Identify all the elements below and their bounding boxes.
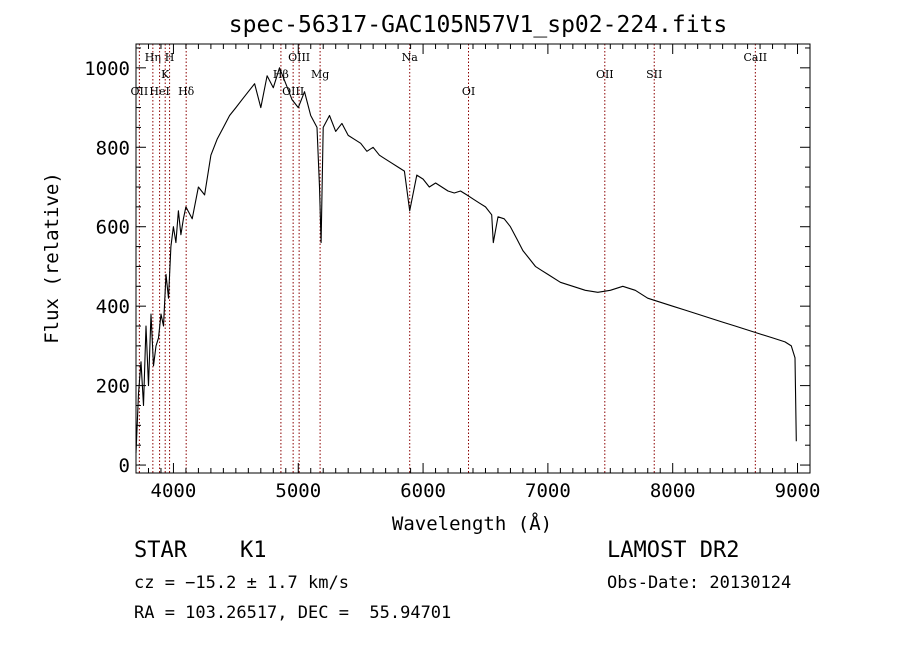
line-label-11: OI — [462, 85, 475, 98]
object-subclass: K1 — [240, 538, 267, 563]
velocity-readout: cz = −15.2 ± 1.7 km/s — [134, 573, 349, 593]
y-tick-label-200: 200 — [96, 376, 130, 398]
y-tick-label-400: 400 — [96, 296, 130, 318]
line-label-13: SII — [646, 68, 662, 81]
survey-name: LAMOST DR2 — [607, 538, 740, 563]
line-label-10: Na — [402, 51, 419, 64]
spectrum-line — [135, 67, 797, 454]
line-label-2: HeI — [149, 85, 169, 98]
object-class: STAR — [134, 538, 187, 563]
spectrum-series — [135, 67, 797, 454]
y-tick-label-800: 800 — [96, 137, 130, 159]
plot-frame — [135, 43, 811, 474]
x-tick-label-9000: 9000 — [775, 480, 821, 502]
coordinates-readout: RA = 103.26517, DEC = 55.94701 — [134, 603, 452, 623]
y-tick-label-0: 0 — [119, 455, 130, 477]
x-tick-label-7000: 7000 — [525, 480, 571, 502]
line-label-4: H — [165, 51, 175, 64]
plot-axes: 4000 5000 6000 7000 8000 9000 0 200 400 600 800 100… — [84, 43, 821, 502]
x-tick-label-4000: 4000 — [151, 480, 197, 502]
line-label-8: OIII — [288, 51, 310, 64]
x-tick-label-6000: 6000 — [400, 480, 446, 502]
x-tick-label-8000: 8000 — [650, 480, 696, 502]
chart-title: spec-56317-GAC105N57V1_sp02-224.fits — [229, 12, 728, 38]
line-label-12: OII — [596, 68, 614, 81]
line-label-9: Mg — [311, 68, 329, 81]
y-tick-label-1000: 1000 — [84, 58, 130, 80]
line-label-5: Hδ — [178, 85, 195, 98]
line-label-7: OIII — [282, 85, 304, 98]
line-label-3: K — [161, 68, 170, 81]
line-label-0: OII — [131, 85, 149, 98]
y-tick-label-600: 600 — [96, 217, 130, 239]
x-tick-label-5000: 5000 — [275, 480, 321, 502]
x-axis-label: Wavelength (Å) — [392, 512, 552, 535]
observation-date: Obs-Date: 20130124 — [607, 573, 792, 593]
line-label-1: Hη — [145, 51, 161, 64]
line-label-14: CaII — [743, 51, 767, 64]
y-axis-label: Flux (relative) — [41, 172, 63, 344]
